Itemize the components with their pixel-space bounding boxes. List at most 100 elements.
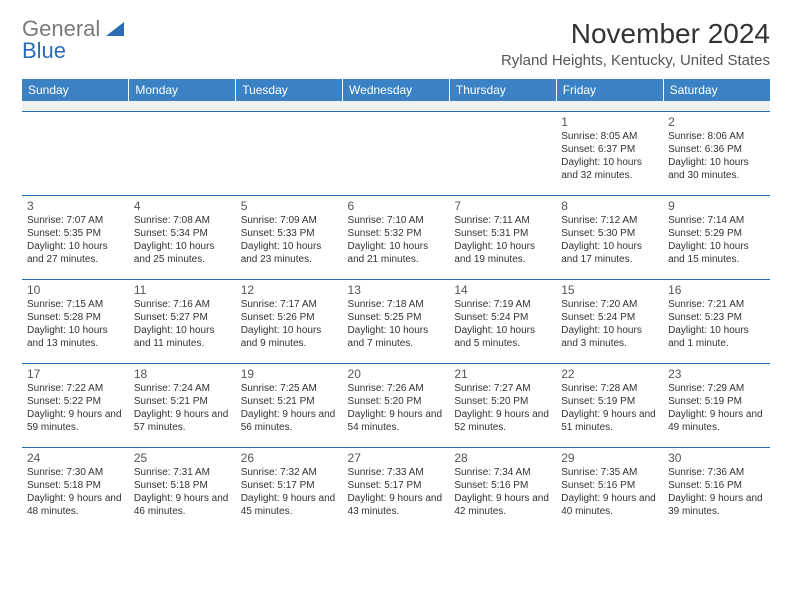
calendar-empty-cell xyxy=(129,111,236,195)
day-number: 13 xyxy=(348,283,445,297)
day-number: 23 xyxy=(668,367,765,381)
day-detail: Sunrise: 7:20 AMSunset: 5:24 PMDaylight:… xyxy=(561,298,658,350)
logo-text: General Blue xyxy=(22,18,124,62)
calendar-day-cell: 22Sunrise: 7:28 AMSunset: 5:19 PMDayligh… xyxy=(556,363,663,447)
calendar-day-cell: 15Sunrise: 7:20 AMSunset: 5:24 PMDayligh… xyxy=(556,279,663,363)
day-detail: Sunrise: 8:05 AMSunset: 6:37 PMDaylight:… xyxy=(561,130,658,182)
calendar-day-cell: 14Sunrise: 7:19 AMSunset: 5:24 PMDayligh… xyxy=(449,279,556,363)
day-number: 2 xyxy=(668,115,765,129)
day-detail: Sunrise: 7:25 AMSunset: 5:21 PMDaylight:… xyxy=(241,382,338,434)
day-detail: Sunrise: 7:27 AMSunset: 5:20 PMDaylight:… xyxy=(454,382,551,434)
day-detail: Sunrise: 7:34 AMSunset: 5:16 PMDaylight:… xyxy=(454,466,551,518)
day-detail: Sunrise: 7:09 AMSunset: 5:33 PMDaylight:… xyxy=(241,214,338,266)
day-number: 17 xyxy=(27,367,124,381)
calendar-day-cell: 12Sunrise: 7:17 AMSunset: 5:26 PMDayligh… xyxy=(236,279,343,363)
calendar-week-row: 24Sunrise: 7:30 AMSunset: 5:18 PMDayligh… xyxy=(22,447,770,531)
title-block: November 2024 Ryland Heights, Kentucky, … xyxy=(501,18,770,69)
day-number: 25 xyxy=(134,451,231,465)
weekday-header: Monday xyxy=(129,79,236,101)
day-number: 21 xyxy=(454,367,551,381)
calendar-day-cell: 11Sunrise: 7:16 AMSunset: 5:27 PMDayligh… xyxy=(129,279,236,363)
day-number: 28 xyxy=(454,451,551,465)
calendar-empty-cell xyxy=(236,111,343,195)
calendar-day-cell: 29Sunrise: 7:35 AMSunset: 5:16 PMDayligh… xyxy=(556,447,663,531)
day-number: 12 xyxy=(241,283,338,297)
calendar-table: Sunday Monday Tuesday Wednesday Thursday… xyxy=(22,79,770,531)
weekday-header-row: Sunday Monday Tuesday Wednesday Thursday… xyxy=(22,79,770,101)
day-detail: Sunrise: 7:14 AMSunset: 5:29 PMDaylight:… xyxy=(668,214,765,266)
calendar-day-cell: 21Sunrise: 7:27 AMSunset: 5:20 PMDayligh… xyxy=(449,363,556,447)
day-number: 27 xyxy=(348,451,445,465)
day-detail: Sunrise: 7:26 AMSunset: 5:20 PMDaylight:… xyxy=(348,382,445,434)
calendar-day-cell: 9Sunrise: 7:14 AMSunset: 5:29 PMDaylight… xyxy=(663,195,770,279)
day-detail: Sunrise: 7:17 AMSunset: 5:26 PMDaylight:… xyxy=(241,298,338,350)
day-detail: Sunrise: 7:24 AMSunset: 5:21 PMDaylight:… xyxy=(134,382,231,434)
day-number: 19 xyxy=(241,367,338,381)
calendar-day-cell: 4Sunrise: 7:08 AMSunset: 5:34 PMDaylight… xyxy=(129,195,236,279)
calendar-week-row: 17Sunrise: 7:22 AMSunset: 5:22 PMDayligh… xyxy=(22,363,770,447)
logo: General Blue xyxy=(22,18,124,62)
calendar-day-cell: 25Sunrise: 7:31 AMSunset: 5:18 PMDayligh… xyxy=(129,447,236,531)
weekday-header: Thursday xyxy=(449,79,556,101)
day-detail: Sunrise: 7:29 AMSunset: 5:19 PMDaylight:… xyxy=(668,382,765,434)
weekday-header: Tuesday xyxy=(236,79,343,101)
calendar-day-cell: 2Sunrise: 8:06 AMSunset: 6:36 PMDaylight… xyxy=(663,111,770,195)
day-number: 7 xyxy=(454,199,551,213)
day-number: 6 xyxy=(348,199,445,213)
day-detail: Sunrise: 7:11 AMSunset: 5:31 PMDaylight:… xyxy=(454,214,551,266)
day-number: 14 xyxy=(454,283,551,297)
day-detail: Sunrise: 8:06 AMSunset: 6:36 PMDaylight:… xyxy=(668,130,765,182)
calendar-day-cell: 20Sunrise: 7:26 AMSunset: 5:20 PMDayligh… xyxy=(343,363,450,447)
calendar-day-cell: 13Sunrise: 7:18 AMSunset: 5:25 PMDayligh… xyxy=(343,279,450,363)
calendar-day-cell: 23Sunrise: 7:29 AMSunset: 5:19 PMDayligh… xyxy=(663,363,770,447)
calendar-day-cell: 28Sunrise: 7:34 AMSunset: 5:16 PMDayligh… xyxy=(449,447,556,531)
calendar-empty-cell xyxy=(343,111,450,195)
calendar-week-row: 10Sunrise: 7:15 AMSunset: 5:28 PMDayligh… xyxy=(22,279,770,363)
calendar-week-row: 3Sunrise: 7:07 AMSunset: 5:35 PMDaylight… xyxy=(22,195,770,279)
calendar-empty-cell xyxy=(449,111,556,195)
calendar-week-row: 1Sunrise: 8:05 AMSunset: 6:37 PMDaylight… xyxy=(22,111,770,195)
day-number: 15 xyxy=(561,283,658,297)
calendar-day-cell: 18Sunrise: 7:24 AMSunset: 5:21 PMDayligh… xyxy=(129,363,236,447)
day-detail: Sunrise: 7:35 AMSunset: 5:16 PMDaylight:… xyxy=(561,466,658,518)
day-number: 8 xyxy=(561,199,658,213)
day-detail: Sunrise: 7:32 AMSunset: 5:17 PMDaylight:… xyxy=(241,466,338,518)
calendar-day-cell: 17Sunrise: 7:22 AMSunset: 5:22 PMDayligh… xyxy=(22,363,129,447)
day-number: 22 xyxy=(561,367,658,381)
day-detail: Sunrise: 7:33 AMSunset: 5:17 PMDaylight:… xyxy=(348,466,445,518)
weekday-header: Saturday xyxy=(663,79,770,101)
day-detail: Sunrise: 7:12 AMSunset: 5:30 PMDaylight:… xyxy=(561,214,658,266)
page-title: November 2024 xyxy=(501,18,770,50)
day-detail: Sunrise: 7:31 AMSunset: 5:18 PMDaylight:… xyxy=(134,466,231,518)
day-number: 16 xyxy=(668,283,765,297)
logo-triangle-icon xyxy=(106,22,124,36)
logo-line2: Blue xyxy=(22,38,66,63)
day-number: 20 xyxy=(348,367,445,381)
day-detail: Sunrise: 7:18 AMSunset: 5:25 PMDaylight:… xyxy=(348,298,445,350)
weekday-header: Sunday xyxy=(22,79,129,101)
calendar-day-cell: 19Sunrise: 7:25 AMSunset: 5:21 PMDayligh… xyxy=(236,363,343,447)
day-detail: Sunrise: 7:10 AMSunset: 5:32 PMDaylight:… xyxy=(348,214,445,266)
day-number: 4 xyxy=(134,199,231,213)
day-number: 29 xyxy=(561,451,658,465)
day-detail: Sunrise: 7:30 AMSunset: 5:18 PMDaylight:… xyxy=(27,466,124,518)
calendar-day-cell: 24Sunrise: 7:30 AMSunset: 5:18 PMDayligh… xyxy=(22,447,129,531)
day-detail: Sunrise: 7:21 AMSunset: 5:23 PMDaylight:… xyxy=(668,298,765,350)
page-subtitle: Ryland Heights, Kentucky, United States xyxy=(501,52,770,69)
calendar-day-cell: 27Sunrise: 7:33 AMSunset: 5:17 PMDayligh… xyxy=(343,447,450,531)
day-number: 18 xyxy=(134,367,231,381)
calendar-day-cell: 30Sunrise: 7:36 AMSunset: 5:16 PMDayligh… xyxy=(663,447,770,531)
day-detail: Sunrise: 7:15 AMSunset: 5:28 PMDaylight:… xyxy=(27,298,124,350)
calendar-day-cell: 10Sunrise: 7:15 AMSunset: 5:28 PMDayligh… xyxy=(22,279,129,363)
calendar-day-cell: 3Sunrise: 7:07 AMSunset: 5:35 PMDaylight… xyxy=(22,195,129,279)
calendar-day-cell: 6Sunrise: 7:10 AMSunset: 5:32 PMDaylight… xyxy=(343,195,450,279)
calendar-day-cell: 7Sunrise: 7:11 AMSunset: 5:31 PMDaylight… xyxy=(449,195,556,279)
day-number: 30 xyxy=(668,451,765,465)
day-detail: Sunrise: 7:19 AMSunset: 5:24 PMDaylight:… xyxy=(454,298,551,350)
day-number: 26 xyxy=(241,451,338,465)
calendar-empty-cell xyxy=(22,111,129,195)
day-number: 24 xyxy=(27,451,124,465)
weekday-header: Wednesday xyxy=(343,79,450,101)
day-number: 1 xyxy=(561,115,658,129)
calendar-day-cell: 16Sunrise: 7:21 AMSunset: 5:23 PMDayligh… xyxy=(663,279,770,363)
